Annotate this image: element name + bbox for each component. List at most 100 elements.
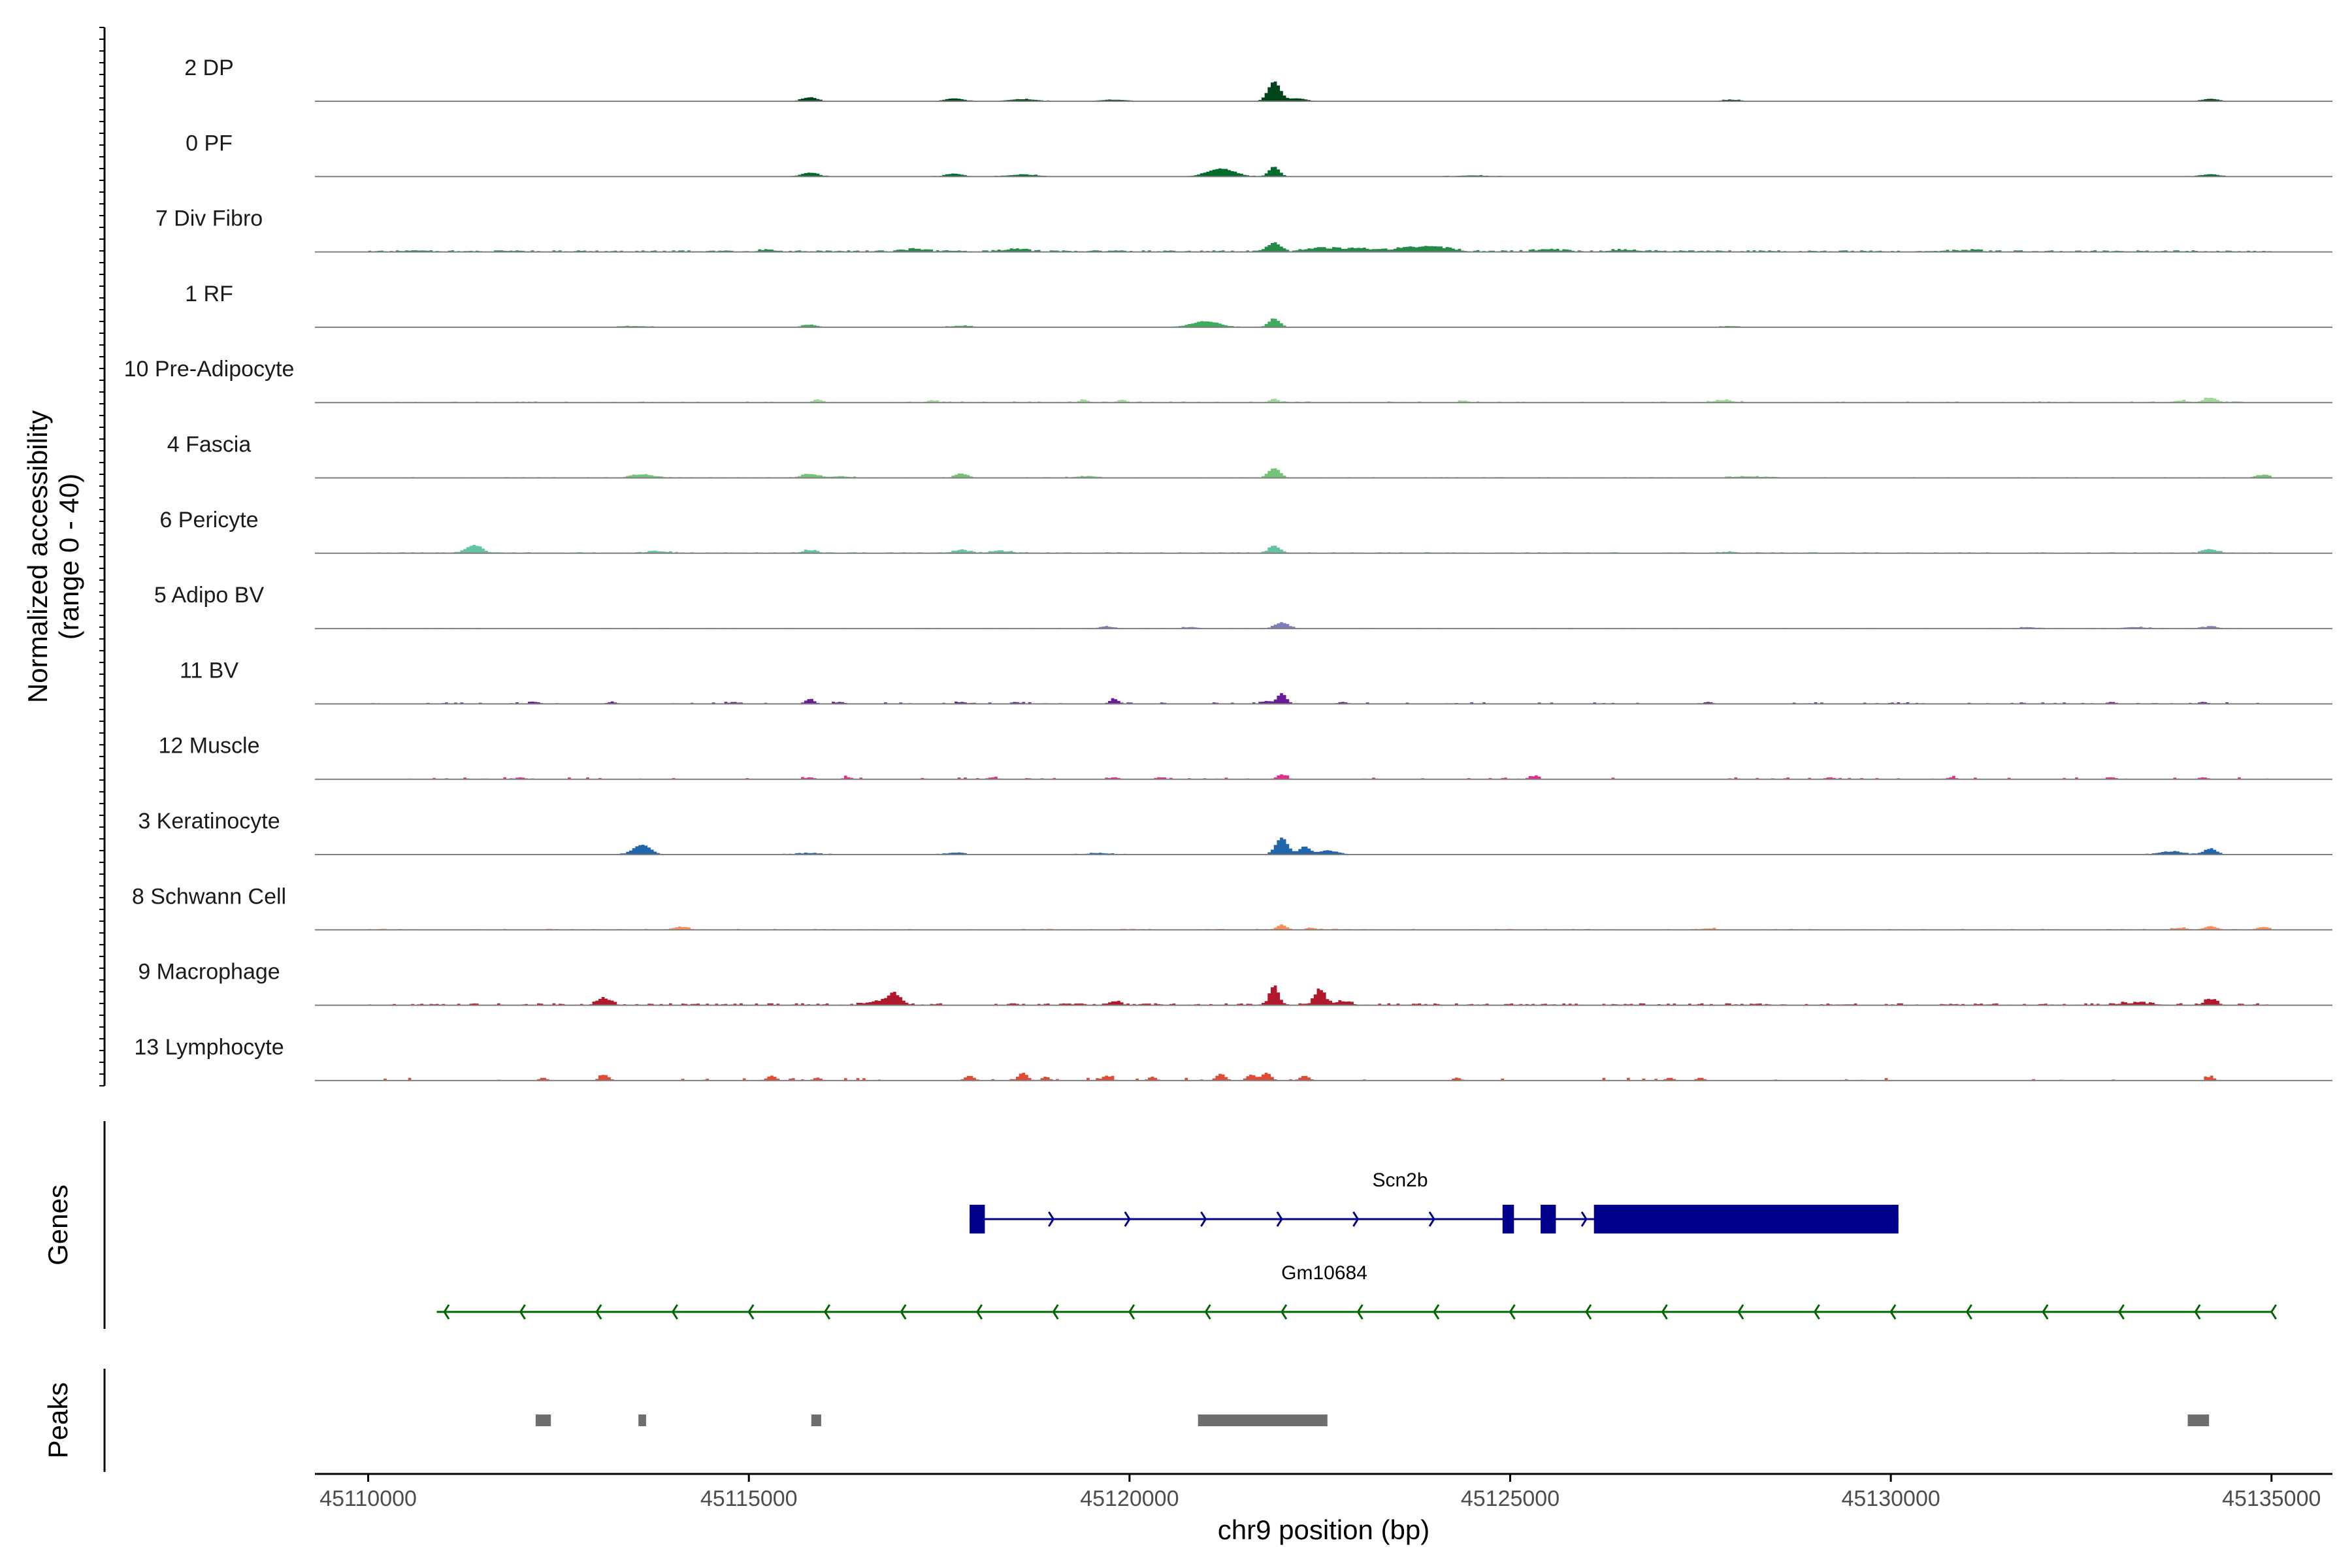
strand-arrow bbox=[1661, 1304, 1668, 1320]
track-11-bv: 11 BV bbox=[180, 658, 2332, 705]
coverage-area bbox=[368, 81, 2272, 101]
track-label: 12 Muscle bbox=[159, 734, 260, 759]
peaks-panel-label: Peaks bbox=[42, 1382, 73, 1459]
strand-arrow bbox=[1585, 1304, 1592, 1320]
strand-arrow bbox=[595, 1304, 602, 1320]
track-label: 6 Pericyte bbox=[159, 508, 258, 532]
strand-arrow bbox=[1737, 1304, 1744, 1320]
strand-arrow bbox=[443, 1304, 450, 1320]
peaks-panel bbox=[535, 1414, 2210, 1426]
coverage-area bbox=[368, 242, 2272, 252]
strand-arrow bbox=[900, 1304, 907, 1320]
gene-gm10684: Gm10684 bbox=[436, 1262, 2278, 1320]
peak-region bbox=[638, 1414, 646, 1426]
strand-arrow bbox=[747, 1304, 755, 1320]
strand-arrow bbox=[1509, 1304, 1516, 1320]
peak-region bbox=[2187, 1414, 2210, 1426]
coverage-area bbox=[368, 318, 2272, 327]
strand-arrow bbox=[2270, 1304, 2278, 1320]
peak-region bbox=[811, 1414, 821, 1426]
track-10-pre-adipocyte: 10 Pre-Adipocyte bbox=[124, 357, 2332, 404]
gene-scn2b: Scn2b bbox=[970, 1169, 1899, 1233]
strand-arrow bbox=[671, 1304, 678, 1320]
track-label: 0 PF bbox=[186, 131, 233, 155]
strand-arrow bbox=[1204, 1304, 1211, 1320]
track-13-lymphocyte: 13 Lymphocyte bbox=[134, 1035, 2332, 1081]
strand-arrow bbox=[1052, 1304, 1059, 1320]
x-axis-ticks: 45110000 45115000 45120000 45125000 45130000… bbox=[319, 1474, 2321, 1511]
strand-arrow bbox=[1433, 1304, 1440, 1320]
coverage-area bbox=[368, 774, 2272, 779]
y-axis-range: (range 0 - 40) bbox=[54, 474, 84, 640]
coverage-area bbox=[368, 838, 2272, 855]
coverage-area bbox=[368, 622, 2272, 629]
track-label: 7 Div Fibro bbox=[155, 206, 263, 231]
strand-arrow bbox=[1352, 1211, 1360, 1227]
strand-arrow bbox=[976, 1304, 983, 1320]
exon bbox=[970, 1205, 985, 1233]
genes-panel-label: Genes bbox=[42, 1184, 73, 1266]
track-9-macrophage: 9 Macrophage bbox=[138, 960, 2332, 1006]
track-12-muscle: 12 Muscle bbox=[159, 734, 2332, 780]
x-tick-label: 45135000 bbox=[2222, 1486, 2321, 1511]
strand-arrow bbox=[1889, 1304, 1897, 1320]
peak-region bbox=[1198, 1414, 1328, 1426]
coverage-tracks: 2 DP 0 PF 7 Div Fibro 1 RF 10 Pre-Adipocyte 4… bbox=[124, 56, 2332, 1081]
coverage-area bbox=[368, 985, 2272, 1005]
strand-arrow bbox=[1048, 1211, 1055, 1227]
strand-arrow bbox=[1428, 1211, 1435, 1227]
track-label: 1 RF bbox=[185, 282, 233, 306]
track-label: 3 Keratinocyte bbox=[138, 809, 280, 834]
track-4-fascia: 4 Fascia bbox=[167, 433, 2332, 479]
strand-arrow bbox=[1356, 1304, 1364, 1320]
strand-arrow bbox=[2194, 1304, 2201, 1320]
exon bbox=[1541, 1205, 1556, 1233]
strand-arrow bbox=[2117, 1304, 2125, 1320]
track-0-pf: 0 PF bbox=[186, 131, 2332, 178]
track-label: 2 DP bbox=[184, 56, 234, 80]
track-label: 5 Adipo BV bbox=[154, 583, 265, 608]
exon bbox=[1593, 1205, 1899, 1233]
strand-arrow bbox=[2042, 1304, 2049, 1320]
x-tick-label: 45120000 bbox=[1080, 1486, 1179, 1511]
x-axis-title: chr9 position (bp) bbox=[1218, 1514, 1430, 1545]
coverage-area bbox=[368, 1072, 2272, 1081]
gene-label: Scn2b bbox=[1372, 1169, 1428, 1191]
coverage-area bbox=[368, 468, 2272, 478]
strand-arrow bbox=[1128, 1304, 1135, 1320]
track-3-keratinocyte: 3 Keratinocyte bbox=[138, 809, 2332, 855]
x-tick-label: 45110000 bbox=[319, 1486, 417, 1511]
strand-arrow bbox=[1124, 1211, 1131, 1227]
track-1-rf: 1 RF bbox=[185, 282, 2332, 328]
track-6-pericyte: 6 Pericyte bbox=[159, 508, 2332, 554]
track-label: 9 Macrophage bbox=[138, 960, 280, 985]
coverage-area bbox=[368, 167, 2272, 177]
track-5-adipo-bv: 5 Adipo BV bbox=[154, 583, 2332, 630]
coverage-area bbox=[368, 397, 2272, 403]
peak-region bbox=[535, 1414, 551, 1426]
coverage-area bbox=[368, 545, 2272, 553]
gene-label: Gm10684 bbox=[1281, 1262, 1367, 1284]
track-label: 11 BV bbox=[180, 658, 238, 683]
strand-arrow bbox=[1965, 1304, 1972, 1320]
strand-arrow bbox=[519, 1304, 526, 1320]
track-label: 13 Lymphocyte bbox=[134, 1035, 284, 1060]
x-tick-label: 45130000 bbox=[1841, 1486, 1940, 1511]
exon bbox=[1502, 1205, 1514, 1233]
y-axis-title: Normalized accessibility bbox=[22, 410, 53, 703]
track-label: 8 Schwann Cell bbox=[132, 884, 286, 909]
coverage-area bbox=[368, 924, 2272, 930]
strand-arrow bbox=[1580, 1211, 1588, 1227]
strand-arrow bbox=[823, 1304, 831, 1320]
strand-arrow bbox=[1276, 1211, 1283, 1227]
track-label: 10 Pre-Adipocyte bbox=[124, 357, 295, 382]
track-7-div-fibro: 7 Div Fibro bbox=[155, 206, 2332, 253]
coverage-y-axis bbox=[99, 27, 106, 1086]
x-tick-label: 45115000 bbox=[700, 1486, 798, 1511]
strand-arrow bbox=[1200, 1211, 1207, 1227]
strand-arrow bbox=[1813, 1304, 1820, 1320]
track-8-schwann-cell: 8 Schwann Cell bbox=[132, 884, 2332, 931]
x-tick-label: 45125000 bbox=[1461, 1486, 1560, 1511]
track-2-dp: 2 DP bbox=[184, 56, 2332, 102]
